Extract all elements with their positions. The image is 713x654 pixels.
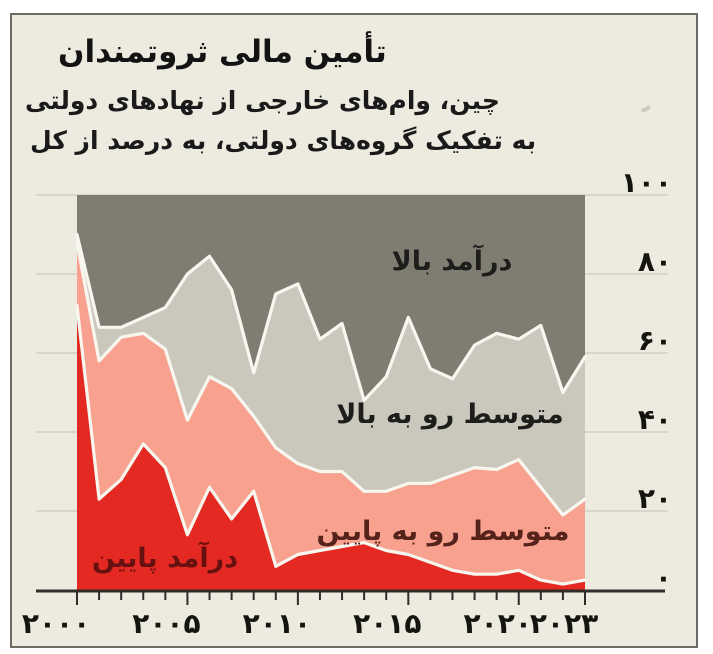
area-upper-middle-income — [77, 234, 585, 515]
series-label-high-income: درآمد بالا — [391, 246, 513, 277]
boundary-low-income — [75, 304, 587, 586]
x-tick-label-2000: ۲۰۰۰ — [21, 607, 91, 640]
area-high-income — [77, 195, 585, 401]
y-tick-label-0: ۰ — [654, 561, 672, 594]
chart-subtitle-line1: چین، وام‌های خارجی از نهادهای دولتی — [25, 86, 500, 115]
x-tick-label-2005: ۲۰۰۵ — [132, 607, 201, 640]
boundary-upper-middle-income — [75, 232, 587, 402]
series-label-low-income: درآمد پایین — [91, 543, 239, 574]
chart-title: تأمین مالی ثروتمندان — [58, 34, 387, 70]
y-tick-label-100: ۱۰۰ — [620, 166, 672, 199]
x-tick-label-2020: ۲۰۲۰ — [463, 607, 532, 640]
series-label-lower-middle-income: متوسط رو به پایین — [316, 516, 570, 547]
y-tick-label-40: ۴۰ — [637, 403, 672, 436]
x-tick-label-2010: ۲۰۱۰ — [242, 607, 312, 640]
y-tick-label-20: ۲۰ — [637, 482, 672, 515]
x-tick-label-2015: ۲۰۱۵ — [353, 607, 422, 640]
boundary-lower-middle-income — [75, 240, 587, 517]
y-tick-label-60: ۶۰ — [637, 324, 672, 357]
y-tick-label-80: ۸۰ — [637, 245, 672, 278]
area-low-income — [77, 305, 585, 590]
x-tick-label-2023: ۲۰۲۳ — [529, 607, 599, 640]
series-label-upper-middle-income: متوسط رو به بالا — [336, 399, 564, 430]
chart-subtitle-line2: به تفکیک گروه‌های دولتی، به درصد از کل — [30, 126, 537, 155]
